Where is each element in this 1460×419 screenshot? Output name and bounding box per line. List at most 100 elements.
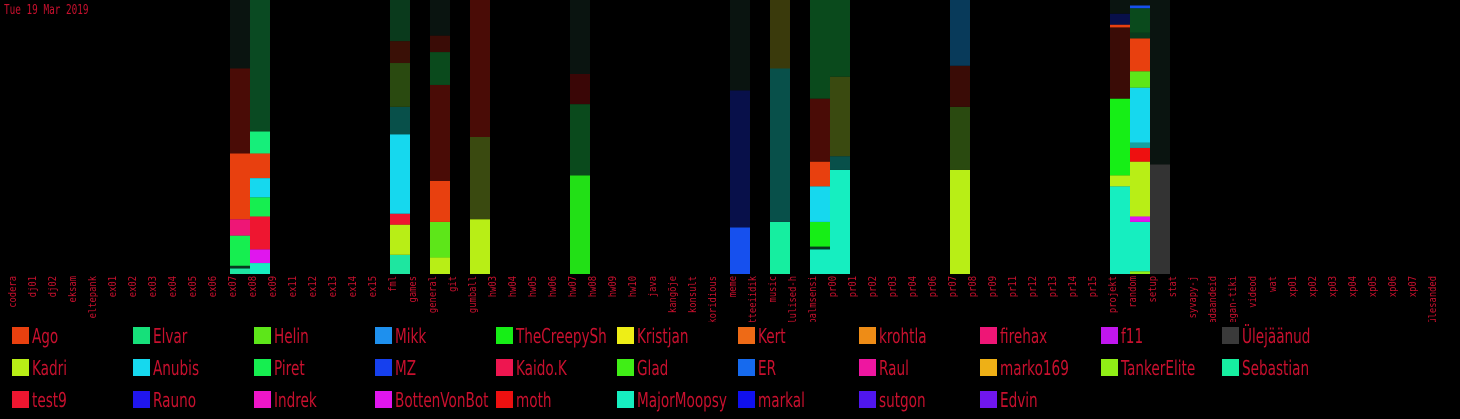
bar-segment-pr00-0 — [830, 169, 850, 274]
legend-swatch — [254, 327, 271, 344]
legend-label: Rauno — [153, 388, 197, 412]
legend-label: Kert — [758, 324, 786, 348]
legend-swatch — [738, 359, 755, 376]
legend-swatch — [133, 327, 150, 344]
category-label-41: pr00 — [827, 276, 839, 297]
bar-segment-hw07-1 — [570, 104, 590, 176]
bar-segment-palmsensi-3 — [810, 186, 830, 222]
legend-label: sutgon — [879, 388, 926, 412]
category-label-10: ex06 — [207, 276, 219, 297]
bar-segment-pr00-1 — [830, 156, 850, 170]
legend-swatch — [1222, 327, 1239, 344]
legend-label: Mikk — [395, 324, 427, 348]
bar-segment-setup-0 — [1150, 164, 1170, 274]
category-label-8: ex04 — [167, 276, 179, 297]
category-label-70: xp07 — [1407, 276, 1419, 297]
category-label-0: codera — [7, 276, 19, 308]
bar-segment-palmsensi-1 — [810, 246, 830, 250]
legend-item: TheCreepySh — [496, 322, 615, 348]
legend-item: test9 — [12, 386, 131, 412]
legend-swatch — [1222, 359, 1239, 376]
bar-segment-ex07-1 — [230, 265, 250, 269]
legend-label: MZ — [395, 356, 417, 380]
category-label-19: fml — [387, 276, 399, 292]
bar-segment-projekt-2 — [1110, 98, 1130, 176]
legend-item: ER — [738, 354, 857, 380]
bar-segment-projekt-6 — [1110, 0, 1130, 14]
legend-swatch — [1101, 327, 1118, 344]
bar-segment-fml-5 — [390, 63, 410, 107]
category-label-14: ex11 — [287, 276, 299, 297]
bar-segment-random-1 — [1130, 221, 1150, 272]
bar-segment-palmsensi-2 — [810, 221, 830, 247]
category-label-42: pr01 — [847, 276, 859, 297]
bar-segment-meme-0 — [730, 227, 750, 274]
legend-label: TankerElite — [1121, 356, 1196, 380]
legend-item: Piret — [254, 354, 373, 380]
bar-segment-general-5 — [430, 35, 450, 53]
legend-label: Indrek — [274, 388, 317, 412]
bar-segment-ex08-1 — [250, 249, 270, 264]
legend-label: Ülejäänud — [1242, 324, 1311, 348]
category-label-21: general — [427, 276, 439, 313]
legend-label: Anubis — [153, 356, 200, 380]
bar-segment-projekt-3 — [1110, 27, 1130, 99]
category-label-65: xp02 — [1307, 276, 1319, 297]
bar-segment-gumball-1 — [470, 137, 490, 220]
legend-label: MajorMoopsy — [637, 388, 727, 412]
bar-segment-meme-1 — [730, 90, 750, 228]
legend-item: Kaido.K — [496, 354, 615, 380]
bar-segment-palmsensi-6 — [810, 0, 830, 99]
legend-swatch — [980, 327, 997, 344]
legend-swatch — [12, 359, 29, 376]
category-label-4: eltepank — [87, 276, 99, 318]
legend-label: marko169 — [1000, 356, 1069, 380]
bar-segment-general-0 — [430, 257, 450, 274]
category-label-45: pr04 — [907, 276, 919, 297]
legend-item: Ago — [12, 322, 131, 348]
legend-label: Elvar — [153, 324, 188, 348]
category-label-30: hw09 — [607, 276, 619, 297]
bar-segment-setup-1 — [1150, 0, 1170, 165]
bar-segment-random-12 — [1130, 0, 1150, 6]
bar-segment-random-10 — [1130, 8, 1150, 33]
legend-label: Kaido.K — [516, 356, 567, 380]
legend-item: sutgon — [859, 386, 978, 412]
legend-swatch — [133, 359, 150, 376]
category-label-51: pr12 — [1027, 276, 1039, 297]
legend-item: marko169 — [980, 354, 1099, 380]
category-label-1: dj01 — [27, 276, 39, 297]
category-label-66: xp03 — [1327, 276, 1339, 297]
category-label-67: xp04 — [1347, 276, 1359, 297]
category-label-6: ex02 — [127, 276, 139, 297]
legend-item: krohtla — [859, 322, 978, 348]
bar-segment-random-5 — [1130, 142, 1150, 148]
category-label-52: pr13 — [1047, 276, 1059, 297]
category-label-59: syvapy-j — [1187, 276, 1199, 318]
legend-swatch — [375, 391, 392, 408]
bar-segment-ex08-0 — [250, 263, 270, 274]
category-label-44: pr03 — [887, 276, 899, 297]
category-label-25: hw04 — [507, 276, 519, 297]
category-label-26: hw05 — [527, 276, 539, 297]
bar-segment-projekt-1 — [1110, 175, 1130, 187]
bar-segment-ex08-2 — [250, 216, 270, 250]
legend-swatch — [133, 391, 150, 408]
bar-segment-pr07-0 — [950, 169, 970, 274]
stacked-bar-chart: codera dj01 dj02 eksam eltepank ex01 ex02 ex03 e… — [7, 0, 1439, 322]
legend-label: BottenVonBot — [395, 388, 489, 412]
legend-swatch — [496, 391, 513, 408]
legend-item: Elvar — [133, 322, 252, 348]
legend-label: firehax — [1000, 324, 1048, 348]
bar-segment-random-9 — [1130, 32, 1150, 39]
bar-segment-random-6 — [1130, 87, 1150, 143]
legend-label: Edvin — [1000, 388, 1038, 412]
legend-label: Helin — [274, 324, 309, 348]
bar-segment-projekt-0 — [1110, 186, 1130, 274]
category-label-39: olulised-h — [787, 276, 799, 322]
legend-item: TankerElite — [1101, 354, 1220, 380]
bar-segment-fml-6 — [390, 41, 410, 64]
category-label-11: ex07 — [227, 276, 239, 297]
bar-segment-hw07-0 — [570, 175, 590, 274]
category-label-38: music — [767, 276, 779, 302]
